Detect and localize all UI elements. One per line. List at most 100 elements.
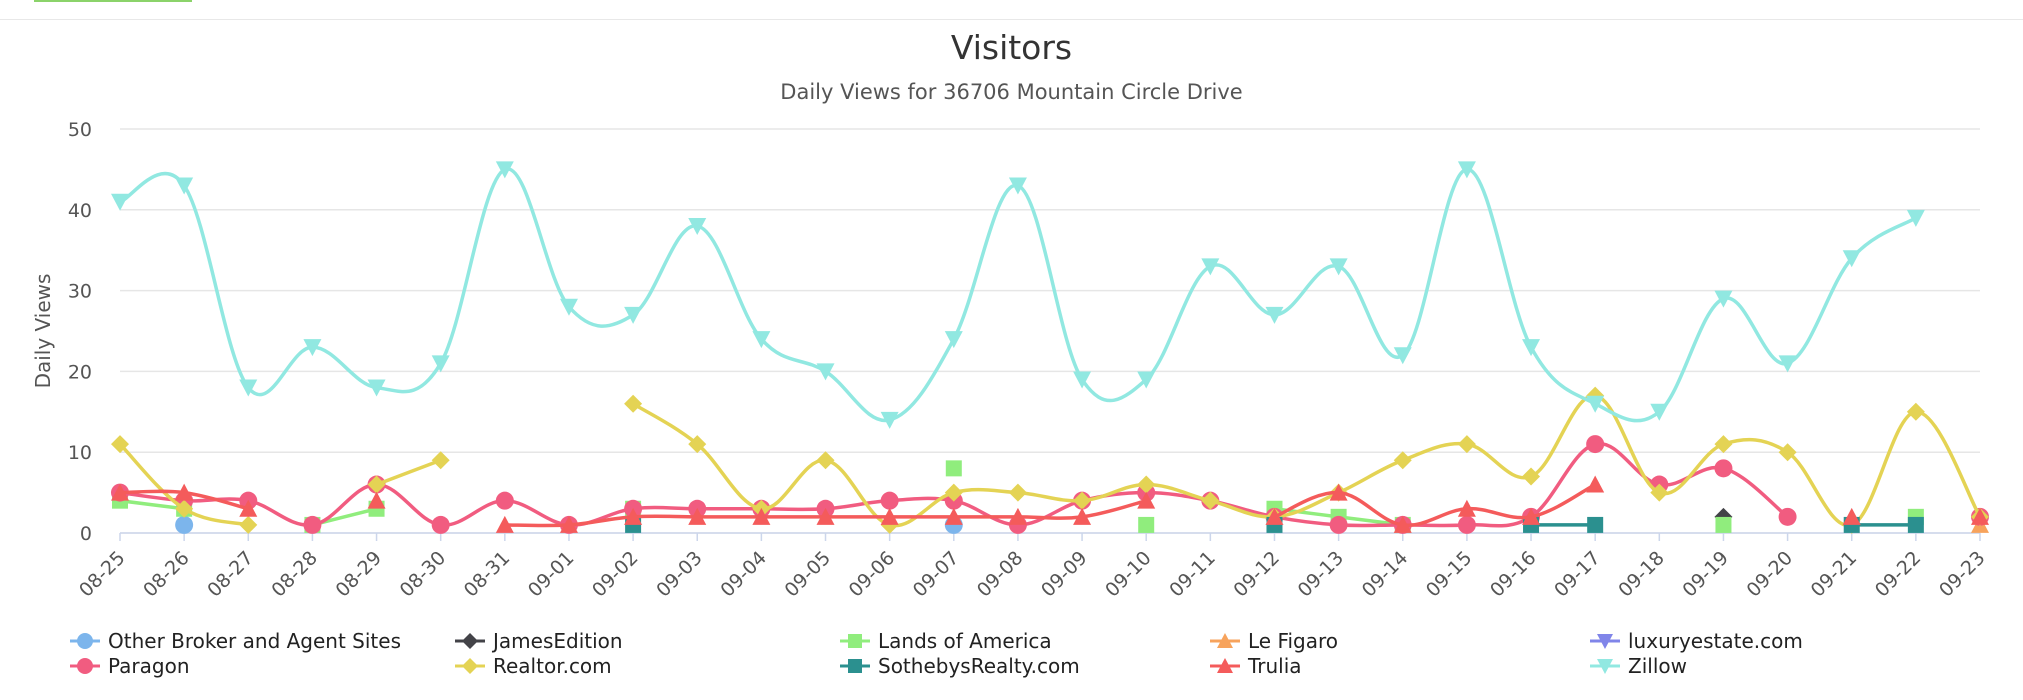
legend-label: SothebysRealty.com	[878, 654, 1080, 678]
legend: Other Broker and Agent Sites JamesEdition…	[70, 628, 1970, 688]
legend-label: luxuryestate.com	[1628, 629, 1803, 653]
x-tick-label: 09-02	[588, 547, 643, 602]
legend-item[interactable]: Realtor.com	[455, 653, 612, 679]
data-point	[1137, 475, 1156, 494]
y-tick-label: 20	[68, 361, 92, 383]
data-point	[559, 515, 578, 533]
data-point	[239, 515, 258, 534]
data-point	[1586, 475, 1605, 493]
x-tick-label: 09-06	[845, 547, 900, 602]
data-point	[1137, 491, 1156, 509]
legend-label: Paragon	[108, 654, 190, 678]
x-tick-label: 09-04	[716, 547, 771, 602]
data-point	[1265, 306, 1284, 324]
legend-label: Lands of America	[878, 629, 1052, 653]
legend-symbol-icon	[1590, 634, 1620, 649]
data-point	[303, 515, 322, 534]
data-point	[239, 379, 258, 397]
x-tick-label: 09-01	[524, 547, 579, 602]
data-point	[1393, 347, 1412, 365]
data-point	[111, 483, 129, 501]
data-point	[1201, 491, 1220, 510]
x-tick-label: 09-23	[1935, 547, 1990, 602]
legend-item[interactable]: Lands of America	[840, 628, 1052, 654]
series-9	[111, 161, 1925, 429]
legend-item[interactable]: Other Broker and Agent Sites	[70, 628, 401, 654]
legend-item[interactable]: Paragon	[70, 653, 190, 679]
data-point	[1138, 516, 1155, 533]
data-point	[431, 515, 450, 534]
data-point	[1329, 483, 1348, 501]
legend-item[interactable]: SothebysRealty.com	[840, 653, 1080, 679]
legend-label: Le Figaro	[1248, 629, 1339, 653]
data-point	[1329, 258, 1348, 276]
data-point	[367, 491, 386, 509]
data-point	[688, 435, 707, 454]
series-6	[111, 386, 1989, 534]
data-point	[944, 507, 963, 525]
data-point	[1008, 507, 1027, 525]
x-tick-label: 09-08	[973, 547, 1028, 602]
y-tick-label: 10	[68, 442, 92, 464]
x-tick-label: 08-28	[267, 547, 322, 602]
legend-symbol-icon	[455, 658, 485, 674]
legend-item[interactable]: luxuryestate.com	[1590, 628, 1803, 654]
data-point	[367, 379, 386, 397]
x-tick-label: 08-30	[396, 547, 451, 602]
y-tick-label: 50	[68, 119, 92, 141]
data-point	[175, 499, 194, 518]
x-tick-label: 09-10	[1101, 547, 1156, 602]
data-point	[1522, 467, 1541, 486]
x-tick-label: 08-29	[331, 547, 386, 602]
legend-symbol-icon	[70, 633, 100, 649]
x-tick-label: 08-25	[75, 547, 130, 602]
data-point	[175, 515, 194, 534]
x-tick-label: 09-18	[1614, 547, 1669, 602]
data-point	[431, 451, 450, 470]
data-point	[1715, 516, 1732, 533]
data-point	[1650, 483, 1669, 502]
data-point	[1971, 507, 1989, 525]
data-point	[1842, 250, 1861, 268]
x-tick-label: 09-11	[1165, 547, 1220, 602]
y-tick-label: 30	[68, 281, 92, 303]
series-line	[119, 167, 1917, 423]
data-point	[816, 363, 835, 381]
chart-title: Visitors	[950, 28, 1073, 67]
legend-item[interactable]: Trulia	[1210, 653, 1302, 679]
legend-item[interactable]: JamesEdition	[455, 628, 623, 654]
data-point	[1587, 516, 1604, 533]
series-1	[1393, 507, 1733, 534]
legend-label: JamesEdition	[493, 629, 623, 653]
legend-symbol-icon	[70, 658, 100, 674]
data-point	[688, 217, 707, 235]
data-point	[1457, 515, 1476, 534]
data-point	[1842, 507, 1861, 525]
data-point	[111, 435, 129, 454]
data-point	[752, 331, 771, 349]
y-tick-label: 0	[80, 523, 92, 545]
data-point	[303, 339, 322, 357]
data-point	[1073, 491, 1092, 510]
x-tick-label: 09-16	[1486, 547, 1541, 602]
data-point	[367, 475, 386, 494]
x-tick-label: 09-17	[1550, 547, 1605, 602]
x-tick-label: 09-12	[1229, 547, 1284, 602]
data-point	[1008, 483, 1027, 502]
legend-item[interactable]: Le Figaro	[1210, 628, 1338, 654]
data-point	[1778, 507, 1797, 526]
x-tick-label: 09-09	[1037, 547, 1092, 602]
data-point	[431, 355, 450, 373]
data-point	[1457, 499, 1476, 517]
legend-item[interactable]: Zillow	[1590, 653, 1687, 679]
data-point	[559, 298, 578, 316]
data-point	[1586, 435, 1605, 454]
data-point	[1457, 161, 1476, 179]
legend-symbol-icon	[1210, 633, 1240, 648]
x-tick-label: 09-14	[1358, 547, 1413, 602]
x-tick-label: 09-03	[652, 547, 707, 602]
chart-subtitle: Daily Views for 36706 Mountain Circle Dr…	[780, 80, 1243, 104]
x-tick-label: 08-26	[139, 547, 194, 602]
